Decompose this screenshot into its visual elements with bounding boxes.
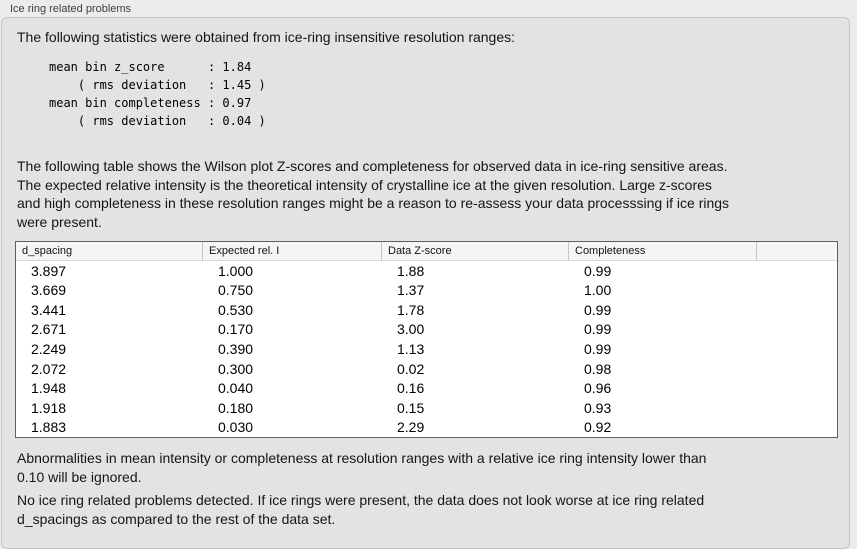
table-cell: 0.15 <box>397 399 425 416</box>
description-line: The following table shows the Wilson plo… <box>17 158 728 174</box>
table-cell: 0.16 <box>397 380 425 397</box>
table-row[interactable]: 2.249 0.390 1.13 0.99 <box>16 339 837 359</box>
table-cell: 1.00 <box>584 282 612 299</box>
table-cell: 0.99 <box>584 341 612 358</box>
table-cell: 0.030 <box>218 419 254 436</box>
table-cell: 0.02 <box>397 360 425 377</box>
table-cell: 3.669 <box>31 282 67 299</box>
table-cell: 0.300 <box>218 360 254 377</box>
table-row[interactable]: 1.918 0.180 0.15 0.93 <box>16 398 837 418</box>
intro-text: The following statistics were obtained f… <box>17 29 516 45</box>
table-cell: 0.040 <box>218 380 254 397</box>
column-header-expected-rel-i[interactable]: Expected rel. I <box>203 242 382 260</box>
table-cell: 0.180 <box>218 399 254 416</box>
table-cell: 1.948 <box>31 380 67 397</box>
conclusion-line: d_spacings as compared to the rest of th… <box>17 510 336 527</box>
table-cell: 0.99 <box>584 321 612 338</box>
table-row[interactable]: 2.072 0.300 0.02 0.98 <box>16 359 837 379</box>
column-header-completeness[interactable]: Completeness <box>569 242 757 260</box>
table-row[interactable]: 1.883 0.030 2.29 0.92 <box>16 418 837 438</box>
table-cell: 0.99 <box>584 262 612 279</box>
table-cell: 3.00 <box>397 321 425 338</box>
table-row[interactable]: 3.897 1.000 1.88 0.99 <box>16 261 837 281</box>
table-cell: 1.37 <box>397 282 425 299</box>
table-cell: 1.13 <box>397 341 425 358</box>
group-box: The following statistics were obtained f… <box>1 17 850 549</box>
description-text: The following table shows the Wilson plo… <box>17 157 729 231</box>
table-cell: 0.170 <box>218 321 254 338</box>
table-cell: 0.530 <box>218 301 254 318</box>
table-header-row: d_spacing Expected rel. I Data Z-score C… <box>16 242 837 261</box>
note-line: 0.10 will be ignored. <box>17 468 142 485</box>
note-line: Abnormalities in mean intensity or compl… <box>17 450 707 466</box>
table-cell: 1.88 <box>397 262 425 279</box>
conclusion-text: No ice ring related problems detected. I… <box>17 491 704 528</box>
table-cell: 2.671 <box>31 321 67 338</box>
table-cell: 0.750 <box>218 282 254 299</box>
column-header-data-z-score[interactable]: Data Z-score <box>382 242 569 260</box>
table-cell: 1.000 <box>218 262 254 279</box>
table-cell: 3.441 <box>31 301 67 318</box>
table-cell: 2.072 <box>31 360 67 377</box>
conclusion-line: No ice ring related problems detected. I… <box>17 492 705 508</box>
table-cell: 0.99 <box>584 301 612 318</box>
table-cell: 0.93 <box>584 399 612 416</box>
table-cell: 2.249 <box>31 341 67 358</box>
table-row[interactable]: 3.441 0.530 1.78 0.99 <box>16 300 837 320</box>
table-row[interactable]: 2.671 0.170 3.00 0.99 <box>16 320 837 340</box>
table-cell: 1.883 <box>31 419 67 436</box>
note-text: Abnormalities in mean intensity or compl… <box>17 449 706 486</box>
table-cell: 2.29 <box>397 419 425 436</box>
table-body: 3.897 1.000 1.88 0.99 3.669 0.750 1.37 1.00 3.44… <box>16 261 837 437</box>
table-cell: 3.897 <box>31 262 67 279</box>
description-line: The expected relative intensity is the t… <box>17 176 712 193</box>
description-line: were present. <box>17 213 102 230</box>
column-header-empty <box>757 242 837 260</box>
table-cell: 0.390 <box>218 341 254 358</box>
ice-ring-panel: { "panel": { "title": "Ice ring related … <box>1 3 850 549</box>
table-row[interactable]: 1.948 0.040 0.16 0.96 <box>16 378 837 398</box>
table-cell: 1.918 <box>31 399 67 416</box>
ice-ring-table[interactable]: d_spacing Expected rel. I Data Z-score C… <box>15 241 838 438</box>
description-line: and high completeness in these resolutio… <box>17 195 730 211</box>
panel-title: Ice ring related problems <box>10 3 132 15</box>
column-header-d-spacing[interactable]: d_spacing <box>16 242 203 260</box>
stats-block: mean bin z_score : 1.84 ( rms deviation … <box>49 60 266 128</box>
table-cell: 1.78 <box>397 301 425 318</box>
table-row[interactable]: 3.669 0.750 1.37 1.00 <box>16 281 837 301</box>
table-cell: 0.96 <box>584 380 612 397</box>
table-cell: 0.98 <box>584 360 612 377</box>
table-cell: 0.92 <box>584 419 612 436</box>
